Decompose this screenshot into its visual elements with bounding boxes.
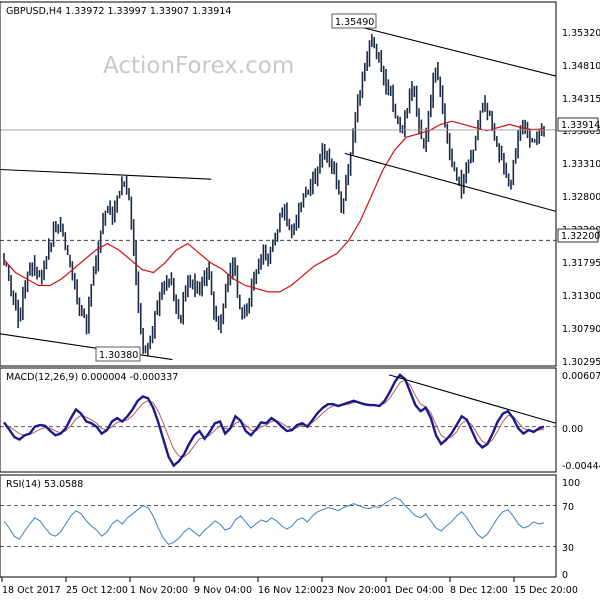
low-annotation-label: 1.30380: [99, 350, 138, 361]
rsi-line: [3, 496, 545, 546]
time-tick-5: 23 Nov 20:00: [322, 585, 386, 596]
rsi-tick-70: 70: [562, 502, 574, 513]
high-annotation: 1.35490: [331, 13, 377, 29]
price-bars: [3, 33, 545, 357]
time-tick-0: 18 Oct 2017: [2, 585, 61, 596]
price-panel: ActionForex.com 1.35490 1.30380 GBPUSD,H…: [0, 1, 600, 368]
moving-average-line: [3, 120, 545, 293]
trendline-upper-right: [355, 25, 557, 77]
macd-trendline: [389, 374, 557, 424]
time-tick-7: 8 Dec 12:00: [450, 585, 508, 596]
rsi-tick-30: 30: [562, 543, 574, 554]
price-tick-4: 1.33310: [562, 159, 600, 170]
time-tick-3: 9 Nov 04:00: [194, 585, 252, 596]
time-tick-6: 1 Dec 04:00: [386, 585, 444, 596]
current-price-box: 1.33914: [557, 117, 600, 132]
current-price-label: 1.33914: [561, 120, 600, 131]
low-annotation: 1.30380: [95, 346, 141, 362]
time-tick-2: 1 Nov 20:00: [130, 585, 188, 596]
watermark: ActionForex.com: [103, 53, 294, 79]
time-tick-8: 15 Dec 20:00: [514, 585, 578, 596]
trendline-lower-right: [344, 152, 557, 212]
support-price-box: 1.32200: [557, 228, 600, 243]
price-tick-5: 1.32800: [562, 192, 600, 203]
price-tick-3: 1.33805: [562, 126, 600, 137]
macd-tick-zero: 0.00: [562, 424, 583, 435]
time-tick-1: 25 Oct 12:00: [66, 585, 128, 596]
rsi-panel-frame: [0, 474, 557, 578]
price-tick-1: 1.34810: [562, 61, 600, 72]
macd-tick-bottom: -0.004441: [562, 461, 600, 472]
macd-panel-title: MACD(12,26,9) 0.000004 -0.000337: [6, 372, 178, 383]
price-tick-7: 1.31795: [562, 258, 600, 269]
price-tick-0: 1.35320: [562, 28, 600, 39]
trendline-lower-left: [0, 333, 173, 361]
price-panel-frame: [0, 1, 557, 367]
price-tick-2: 1.34315: [562, 94, 600, 105]
price-tick-9: 1.30790: [562, 324, 600, 335]
macd-line: [3, 373, 545, 468]
time-tick-4: 16 Nov 12:00: [258, 585, 322, 596]
time-axis: 18 Oct 2017 25 Oct 12:00 1 Nov 20:00 9 N…: [0, 576, 578, 596]
macd-tick-top: 0.006073: [562, 371, 600, 382]
macd-panel: MACD(12,26,9) 0.000004 -0.000337 0.00607…: [0, 367, 600, 473]
time-tick-marks: [1, 577, 515, 582]
price-axis: 1.35320 1.34810 1.34315 1.33805 1.33310 …: [562, 28, 600, 368]
macd-panel-frame: [0, 367, 557, 473]
rsi-tick-0: 0: [562, 570, 568, 581]
price-tick-10: 1.30295: [562, 357, 600, 368]
trendline-upper-left: [0, 168, 212, 180]
rsi-panel: RSI(14) 53.0588 100 70 30 0: [0, 474, 580, 581]
rsi-tick-100: 100: [562, 478, 580, 489]
price-panel-title: GBPUSD,H4 1.33972 1.33997 1.33907 1.3391…: [6, 6, 231, 17]
rsi-panel-title: RSI(14) 53.0588: [6, 479, 83, 490]
high-annotation-label: 1.35490: [335, 17, 374, 28]
price-tick-8: 1.31300: [562, 291, 600, 302]
support-price-label: 1.32200: [561, 231, 600, 242]
